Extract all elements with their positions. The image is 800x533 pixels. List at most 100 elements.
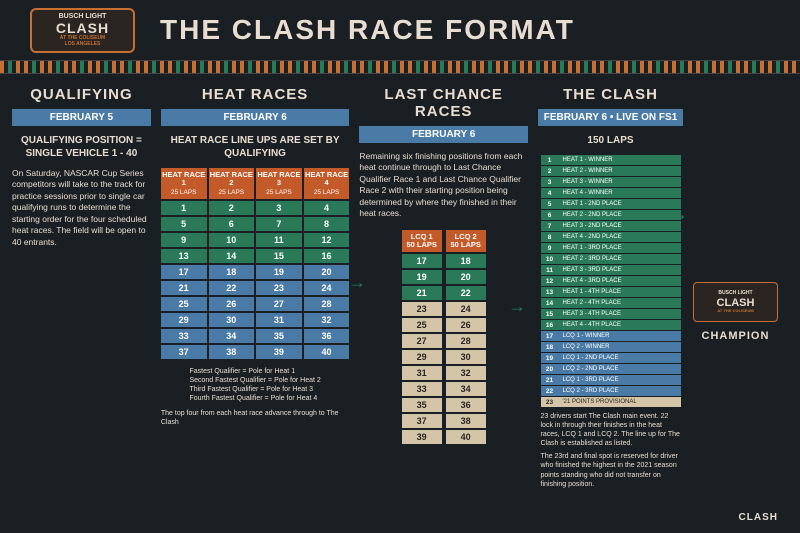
heats-note2: The top four from each heat race advance… [161, 409, 349, 427]
clash-desc: HEAT 2 - WINNER [559, 166, 681, 176]
clash-row: 17LCQ 1 - WINNER [541, 331, 681, 341]
lcq-row: 29 30 [402, 350, 486, 364]
clash-row: 16HEAT 4 - 4TH PLACE [541, 320, 681, 330]
lcq-title: LAST CHANCE RACES [359, 86, 528, 120]
heats-column: HEAT RACES FEBRUARY 6 HEAT RACE LINE UPS… [161, 86, 349, 489]
lcq-row: 2324 [402, 302, 486, 316]
lcq-cell: 18 [446, 254, 486, 268]
page-title: THE CLASH RACE FORMAT [160, 14, 575, 46]
clash-pos: 10 [541, 254, 559, 264]
heat-cell: 4 [304, 201, 350, 215]
lcq-cell: 35 [402, 398, 442, 412]
lcq-row: 3334 [402, 382, 486, 396]
arrow-icon: → [670, 204, 688, 225]
clash-note2: The 23rd and final spot is reserved for … [541, 452, 681, 488]
heat-row: 5678 [161, 217, 349, 231]
lcq-row: 1920 [402, 270, 486, 284]
heat-cell: 18 [209, 265, 255, 279]
clash-row: 20LCQ 2 - 2ND PLACE [541, 364, 681, 374]
heat-cell: 27 [256, 297, 302, 311]
lcq-cell: 19 [402, 270, 442, 284]
heat-cell: 1 [161, 201, 207, 215]
lcq-body: Remaining six finishing positions from e… [359, 151, 528, 220]
clash-pos: 12 [541, 276, 559, 286]
clash-row: 6HEAT 2 - 2ND PLACE [541, 210, 681, 220]
clash-desc: HEAT 1 - 4TH PLACE [559, 287, 681, 297]
clash-row: 12HEAT 4 - 3RD PLACE [541, 276, 681, 286]
clash-desc: HEAT 3 - 4TH PLACE [559, 309, 681, 319]
clash-pos: 14 [541, 298, 559, 308]
clash-desc: HEAT 3 - 2ND PLACE [559, 221, 681, 231]
clash-note1: 23 drivers start The Clash main event. 2… [541, 412, 681, 448]
lcq-cell: 31 [402, 366, 442, 380]
heat-cell: 22 [209, 281, 255, 295]
footer-logo: CLASH [739, 512, 778, 523]
heat-grid: 1234567891011121314151617181920212223242… [161, 201, 349, 361]
clash-desc: LCQ 2 - WINNER [559, 342, 681, 352]
clash-pos: 5 [541, 199, 559, 209]
clash-pos: 9 [541, 243, 559, 253]
event-logo: BUSCH LIGHT CLASH AT THE COLISEUM LOS AN… [30, 8, 135, 53]
heat-cell: 30 [209, 313, 255, 327]
heats-title: HEAT RACES [202, 86, 308, 103]
lcq-cell: 39 [402, 430, 442, 444]
clash-row: 14HEAT 2 - 4TH PLACE [541, 298, 681, 308]
lcq-row: 3536 [402, 398, 486, 412]
heat-cell: 31 [256, 313, 302, 327]
lcq-cell: 32 [446, 366, 486, 380]
clash-pos: 17 [541, 331, 559, 341]
qualifying-title: QUALIFYING [30, 86, 133, 103]
heat-cell: 32 [304, 313, 350, 327]
lcq-cell: 29 [402, 350, 442, 364]
heat-row: 25262728 [161, 297, 349, 311]
clash-column: THE CLASH FEBRUARY 6 • LIVE ON FS1 150 L… [538, 86, 788, 489]
clash-pos: 8 [541, 232, 559, 242]
heats-date: FEBRUARY 6 [161, 109, 349, 126]
heat-cell: 17 [161, 265, 207, 279]
clash-desc: HEAT 3 - WINNER [559, 177, 681, 187]
clash-pos: 4 [541, 188, 559, 198]
lcq-headers: LCQ 150 LAPSLCQ 250 LAPS [402, 230, 486, 253]
lcq-grid: 1718192021222324252627282930313233343536… [402, 254, 486, 446]
heat-cell: 33 [161, 329, 207, 343]
clash-pos: 6 [541, 210, 559, 220]
heat-cell: 28 [304, 297, 350, 311]
lcq-cell: 30 [446, 350, 486, 364]
clash-title: THE CLASH [563, 86, 658, 103]
heat-cell: 29 [161, 313, 207, 327]
clash-pos: 15 [541, 309, 559, 319]
clash-pos: 23 [541, 397, 559, 407]
heat-cell: 12 [304, 233, 350, 247]
heats-note1: Fastest Qualifier = Pole for Heat 1 Seco… [189, 367, 320, 403]
heat-row: 37383940 [161, 345, 349, 359]
lcq-header: LCQ 250 LAPS [446, 230, 486, 253]
lcq-cell: 40 [446, 430, 486, 444]
clash-row: 11HEAT 3 - 3RD PLACE [541, 265, 681, 275]
clash-pos: 21 [541, 375, 559, 385]
clash-laps: 150 LAPS [587, 134, 633, 147]
qualifying-date: FEBRUARY 5 [12, 109, 151, 126]
clash-row: 2HEAT 2 - WINNER [541, 166, 681, 176]
heat-cell: 23 [256, 281, 302, 295]
lcq-column: LAST CHANCE RACES FEBRUARY 6 Remaining s… [359, 86, 528, 489]
heat-cell: 5 [161, 217, 207, 231]
heat-cell: 2 [209, 201, 255, 215]
heats-subhead: HEAT RACE LINE UPS ARE SET BY QUALIFYING [161, 134, 349, 160]
clash-desc: HEAT 3 - 3RD PLACE [559, 265, 681, 275]
clash-row: 13HEAT 1 - 4TH PLACE [541, 287, 681, 297]
clash-row: 23'21 POINTS PROVISIONAL [541, 397, 681, 407]
lcq-cell: 23 [402, 302, 442, 316]
heat-cell: 10 [209, 233, 255, 247]
clash-desc: HEAT 4 - 3RD PLACE [559, 276, 681, 286]
heat-cell: 25 [161, 297, 207, 311]
lcq-cell: 21 [402, 286, 442, 300]
clash-desc: LCQ 1 - 3RD PLACE [559, 375, 681, 385]
heat-cell: 36 [304, 329, 350, 343]
decorative-band [0, 60, 800, 74]
heat-header: HEAT RACE 325 LAPS [256, 168, 302, 199]
lcq-row: 2122 [402, 286, 486, 300]
heat-cell: 3 [256, 201, 302, 215]
champion-logo: BUSCH LIGHT CLASH AT THE COLISEUM [693, 282, 778, 322]
lcq-cell: 27 [402, 334, 442, 348]
qualifying-subhead: QUALIFYING POSITION = SINGLE VEHICLE 1 -… [12, 134, 151, 160]
